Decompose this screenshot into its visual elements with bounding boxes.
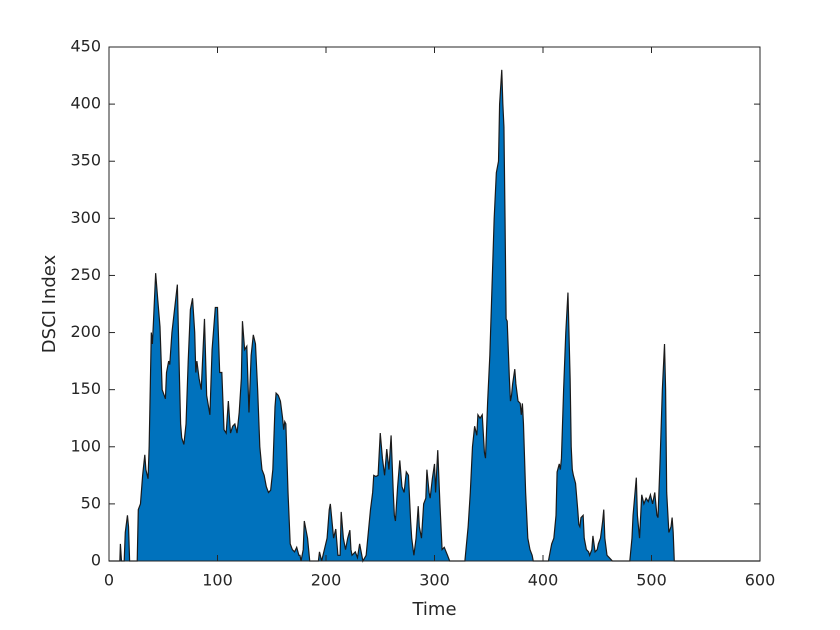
x-tick-label: 200 — [311, 571, 342, 590]
x-tick-label: 100 — [202, 571, 233, 590]
y-tick-label: 400 — [70, 94, 101, 113]
x-tick-label: 600 — [745, 571, 776, 590]
y-tick-label: 100 — [70, 436, 101, 455]
y-tick-label: 50 — [81, 493, 101, 512]
y-axis-label: DSCI Index — [39, 254, 60, 353]
y-tick-label: 250 — [70, 265, 101, 284]
x-tick-label: 300 — [419, 571, 450, 590]
area-fill — [109, 69, 760, 561]
y-tick-label: 300 — [70, 208, 101, 227]
x-tick-label: 0 — [104, 571, 114, 590]
y-tick-label: 200 — [70, 322, 101, 341]
y-tick-label: 450 — [70, 37, 101, 56]
y-tick-label: 350 — [70, 151, 101, 170]
x-tick-label: 500 — [636, 571, 667, 590]
x-tick-label: 400 — [528, 571, 559, 590]
area-edge — [109, 69, 760, 563]
y-tick-label: 0 — [91, 551, 101, 570]
x-axis-label: Time — [411, 599, 456, 620]
y-tick-label: 150 — [70, 379, 101, 398]
